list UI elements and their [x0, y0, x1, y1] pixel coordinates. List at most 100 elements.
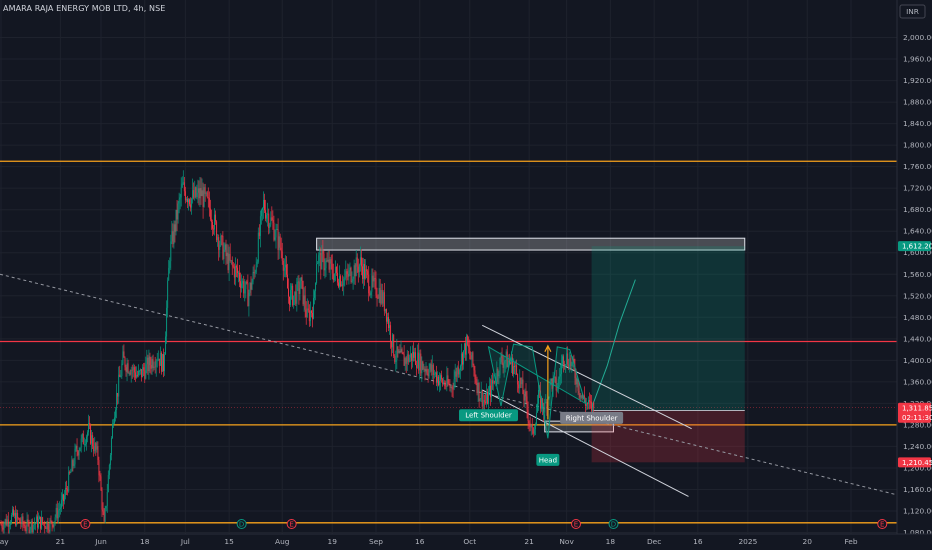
- event-marker: [571, 519, 581, 529]
- candle-body: [180, 187, 182, 198]
- candle-body: [430, 363, 432, 372]
- candle-body: [399, 351, 401, 353]
- candle-body: [323, 253, 325, 271]
- candle-body: [571, 362, 573, 367]
- candle-body: [485, 392, 487, 404]
- candle-body: [556, 389, 558, 391]
- candle-body: [296, 281, 298, 304]
- candle-body: [225, 244, 227, 257]
- long-position-tool[interactable]: [591, 246, 745, 463]
- currency-label: INR: [906, 7, 919, 16]
- last-price-tag-countdown: 02:11:30: [902, 414, 932, 422]
- candle-body: [293, 295, 295, 306]
- candle-body: [345, 271, 347, 278]
- candle-body: [68, 471, 70, 492]
- candle-body: [18, 518, 20, 520]
- candle-body: [459, 365, 461, 371]
- event-marker: [877, 519, 888, 529]
- candle-body: [77, 451, 79, 456]
- event-marker-type: D: [239, 521, 244, 529]
- candle-body: [69, 471, 71, 474]
- candle-body: [330, 259, 332, 264]
- candle-body: [164, 354, 165, 372]
- candle-body: [257, 232, 259, 262]
- candle-body: [207, 197, 209, 198]
- candle-body: [31, 521, 33, 533]
- candle-body: [564, 364, 565, 365]
- time-tick-label: 16: [693, 537, 703, 546]
- candle-body: [560, 363, 562, 375]
- candle-body: [74, 448, 76, 465]
- candle-body: [1, 524, 3, 528]
- candle-body: [531, 425, 533, 428]
- event-marker-type: E: [574, 521, 578, 529]
- candle-body: [178, 199, 180, 204]
- candle-body: [87, 432, 88, 437]
- chart-grid: [0, 0, 897, 534]
- candle-body: [448, 383, 450, 385]
- candle-body: [237, 267, 238, 273]
- candle-body: [223, 249, 225, 259]
- candle-body: [274, 237, 276, 240]
- candle-body: [355, 257, 357, 277]
- candle-body: [70, 471, 72, 474]
- candle-body: [4, 519, 6, 524]
- candle-body: [185, 199, 187, 201]
- price-axis[interactable]: 1,080.00 1,120.00 1,160.00 1,200.00 1,240.00…: [896, 0, 932, 550]
- candle-body: [544, 402, 546, 413]
- candle-body: [133, 367, 135, 373]
- candle-body: [453, 379, 455, 389]
- candle-body: [172, 231, 174, 245]
- channel-upper-line: [482, 324, 692, 430]
- candle-body: [21, 516, 23, 525]
- candle-body: [160, 353, 162, 372]
- candle-body: [98, 460, 100, 476]
- candle-body: [501, 355, 503, 363]
- candle-body: [267, 213, 269, 216]
- candle-body: [145, 364, 147, 379]
- candle-body: [451, 386, 453, 389]
- candle-body: [235, 266, 237, 268]
- candle-body: [368, 274, 370, 294]
- candle-body: [524, 391, 526, 401]
- time-axis[interactable]: May 21 Jun 18 Jul 15 Aug 19 Sep 16 Oct 21 Nov 18 Dec 16…: [0, 533, 932, 550]
- candle-body: [287, 274, 288, 289]
- candle-body: [366, 269, 368, 272]
- candle-body: [391, 341, 393, 348]
- candle-body: [97, 446, 99, 461]
- candle-body: [135, 374, 137, 378]
- candle-body: [123, 351, 125, 358]
- candle-body: [238, 272, 239, 274]
- candle-body: [42, 517, 44, 523]
- candle-body: [259, 216, 261, 236]
- candle-body: [196, 192, 198, 197]
- candle-body: [113, 423, 114, 425]
- candle-body: [181, 183, 183, 188]
- candle-body: [44, 523, 46, 528]
- candle-body: [263, 199, 264, 208]
- candle-body: [421, 361, 423, 374]
- candle-body: [321, 250, 323, 270]
- time-tick-label: Jun: [94, 537, 107, 546]
- candle-body: [302, 280, 304, 305]
- candle-body: [492, 380, 494, 384]
- candle-body: [342, 284, 344, 286]
- candle-body: [6, 519, 8, 526]
- candle-body: [65, 488, 67, 496]
- candle-body: [76, 446, 78, 452]
- candle-body: [316, 263, 318, 283]
- time-tick-label: Dec: [647, 537, 661, 546]
- candle-body: [16, 513, 18, 525]
- candle-body: [140, 369, 142, 371]
- candle-body: [300, 277, 302, 289]
- candle-body: [525, 391, 527, 397]
- candle-body: [38, 519, 39, 528]
- annotation-label: [459, 409, 518, 422]
- candle-body: [325, 260, 327, 269]
- candle-body: [346, 271, 348, 274]
- candle-body: [193, 190, 195, 198]
- candle-body: [446, 375, 448, 387]
- candle-body: [183, 182, 185, 192]
